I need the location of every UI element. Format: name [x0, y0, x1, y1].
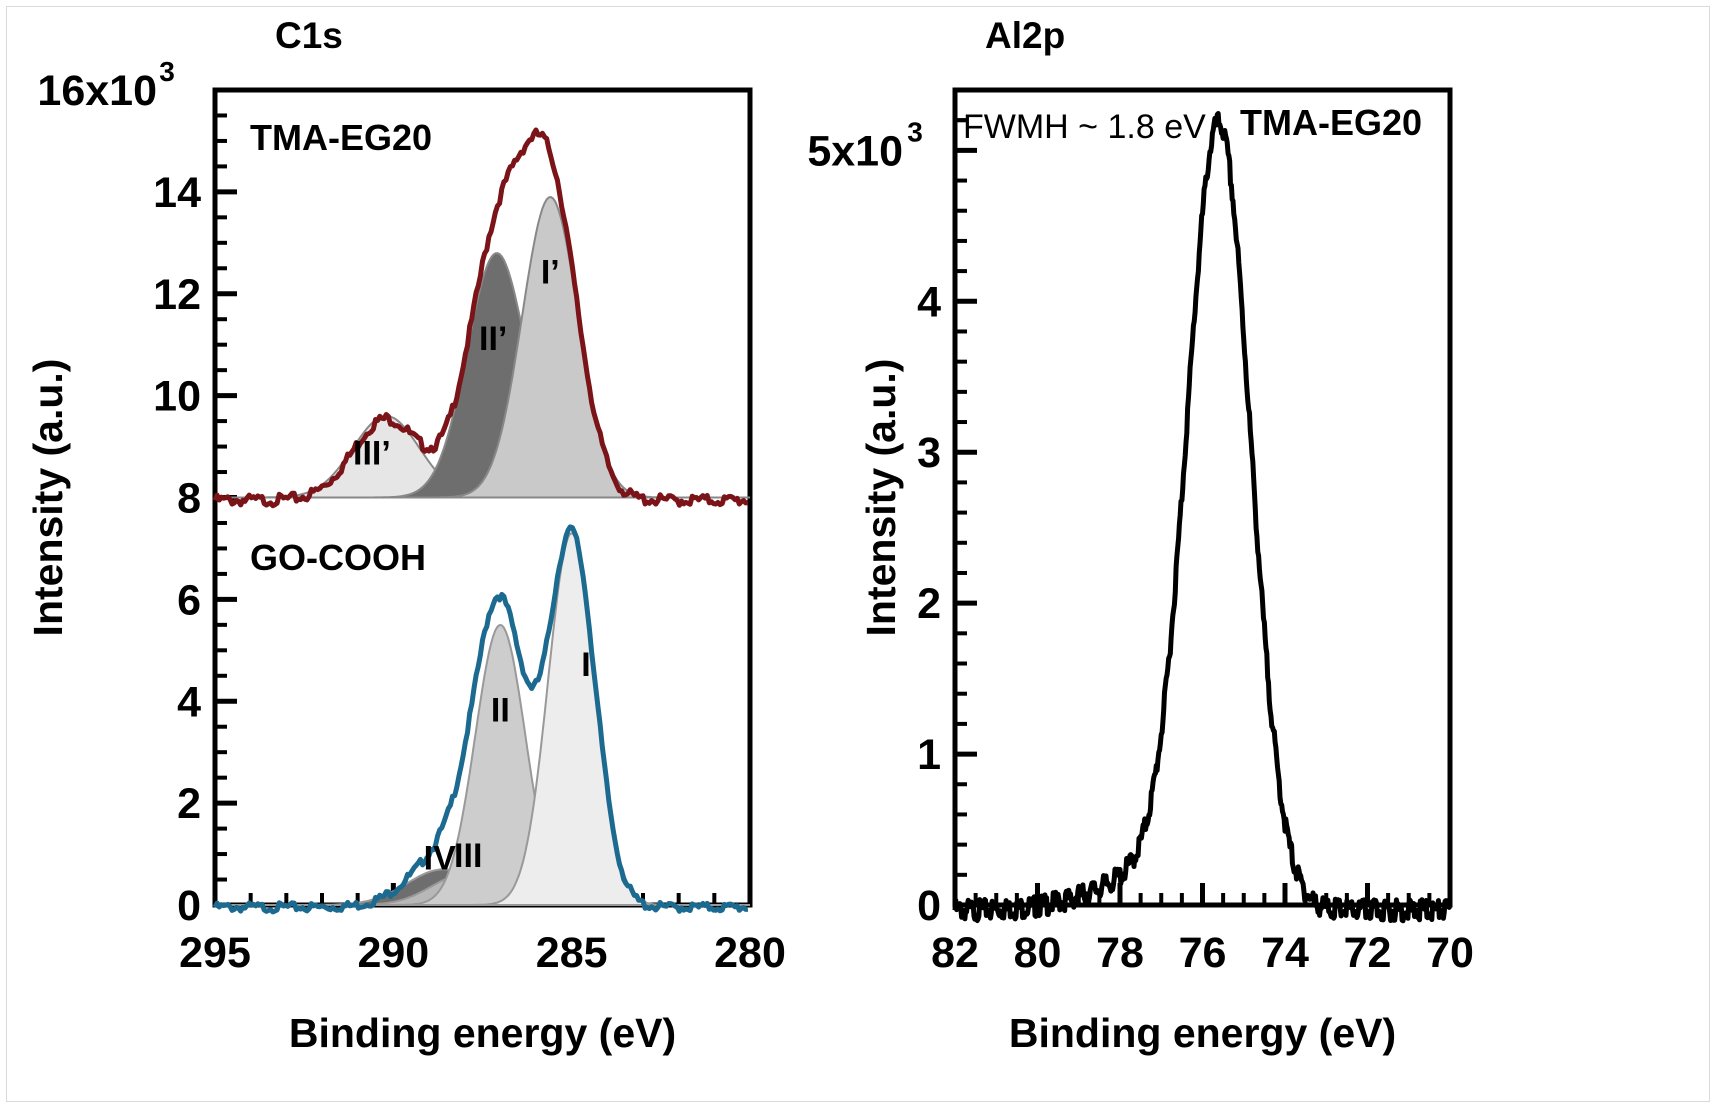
component-label-I-prime: I’ — [541, 254, 560, 292]
right-xtick-label: 80 — [1014, 929, 1062, 977]
bottom-component-II — [215, 623, 750, 906]
right-xaxis-title: Binding energy (eV) — [1009, 1010, 1396, 1056]
left-ytick-label: 12 — [153, 271, 201, 319]
al2p-peak-curve — [952, 111, 1453, 924]
left-ytick-label: 2 — [177, 780, 201, 828]
left-xtick-label: 290 — [357, 929, 429, 977]
right-xtick-label: 70 — [1426, 929, 1474, 977]
label-fwhm-annotation: FWMH ~ 1.8 eV — [963, 108, 1206, 146]
left-ytick-label: 6 — [177, 576, 201, 624]
left-xaxis-title: Binding energy (eV) — [289, 1010, 676, 1056]
top-envelope-curve — [212, 127, 749, 509]
figure-border — [6, 6, 1710, 1102]
component-label-IV: IV — [424, 839, 456, 877]
right-ytick-label: 3 — [917, 429, 941, 477]
right-xtick-label: 74 — [1261, 929, 1309, 977]
left-y-exponent-base: 16x10 — [37, 67, 157, 115]
top-component-II — [215, 252, 750, 499]
right-panel-title-text: Al2p — [985, 15, 1065, 56]
right-ytick-label: 0 — [917, 882, 941, 930]
label-go-cooh: GO-COOH — [250, 537, 426, 578]
component-label-II: II — [491, 692, 510, 730]
left-panel-title-text: C1s — [275, 15, 343, 56]
left-yaxis-title: Intensity (a.u.) — [25, 359, 71, 637]
left-xtick-label: 295 — [179, 929, 251, 977]
left-ytick-label: 14 — [153, 169, 201, 217]
right-yaxis-title: Intensity (a.u.) — [858, 359, 904, 637]
label-tma-eg20-top: TMA-EG20 — [250, 117, 432, 158]
left-ytick-label: 10 — [153, 373, 201, 421]
component-label-I: I — [581, 646, 590, 684]
left-ytick-label: 4 — [177, 678, 201, 726]
right-y-exponent-base: 5x10 — [807, 127, 903, 175]
right-xtick-label: 82 — [931, 929, 979, 977]
label-tma-eg20-right: TMA-EG20 — [1240, 102, 1422, 143]
component-label-III-prime: III’ — [353, 434, 391, 472]
left-xtick-label: 285 — [536, 929, 608, 977]
right-ytick-label: 2 — [917, 580, 941, 628]
left-ytick-label: 0 — [177, 882, 201, 930]
right-xtick-label: 72 — [1344, 929, 1392, 977]
component-label-III: III — [454, 837, 482, 875]
component-label-II-prime: II’ — [479, 320, 507, 358]
left-y-exponent-sup: 3 — [159, 56, 175, 87]
right-ytick-label: 1 — [917, 731, 941, 779]
left-xtick-label: 280 — [714, 929, 786, 977]
right-ytick-label: 4 — [917, 278, 941, 326]
left-ytick-label: 8 — [177, 475, 201, 523]
right-y-exponent-sup: 3 — [907, 116, 923, 147]
bottom-envelope-curve — [212, 524, 749, 915]
right-xtick-label: 76 — [1179, 929, 1227, 977]
right-xtick-label: 78 — [1096, 929, 1144, 977]
